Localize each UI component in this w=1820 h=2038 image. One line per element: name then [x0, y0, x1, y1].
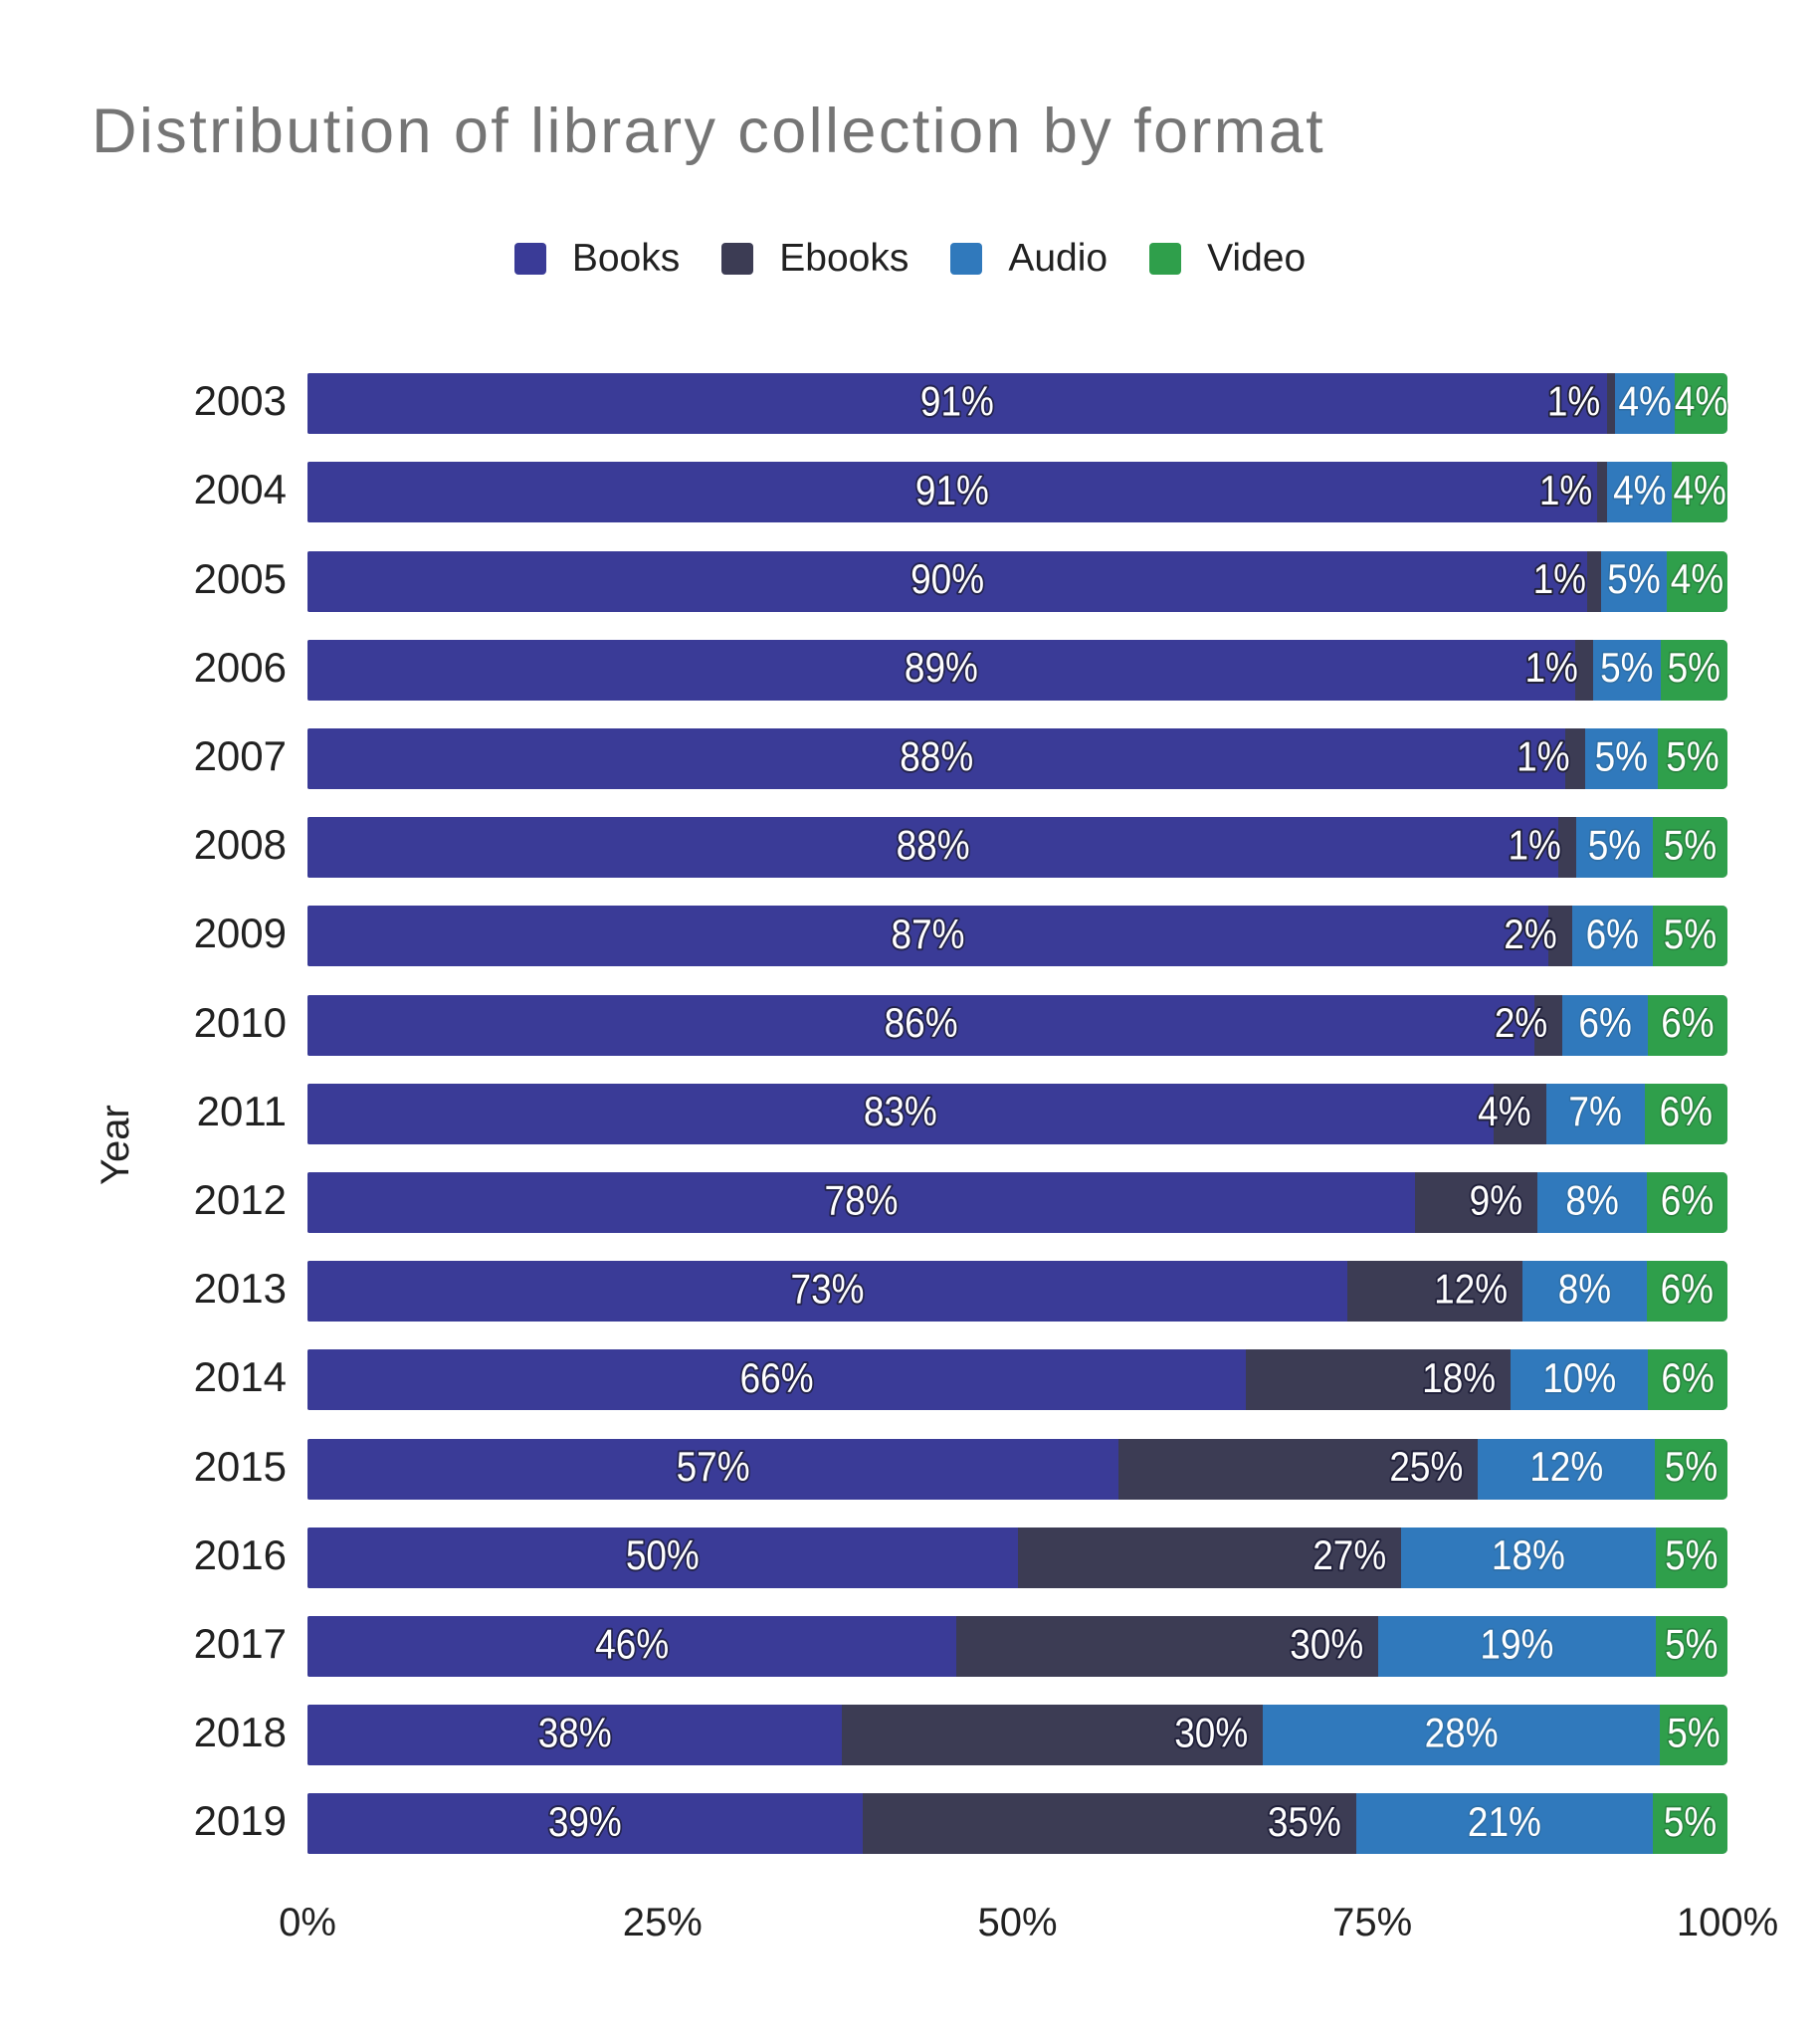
svg-text:10%: 10% — [1542, 1355, 1616, 1402]
svg-text:35%: 35% — [1268, 1799, 1341, 1846]
svg-text:6%: 6% — [1661, 1177, 1714, 1224]
svg-text:30%: 30% — [1290, 1621, 1363, 1668]
svg-text:12%: 12% — [1434, 1266, 1508, 1313]
svg-text:1%: 1% — [1524, 645, 1577, 692]
svg-text:4%: 4% — [1613, 468, 1666, 514]
svg-text:4%: 4% — [1478, 1089, 1530, 1135]
svg-text:5%: 5% — [1664, 1799, 1717, 1846]
svg-text:9%: 9% — [1470, 1177, 1522, 1224]
svg-text:5%: 5% — [1665, 1444, 1718, 1491]
svg-text:83%: 83% — [864, 1089, 937, 1135]
svg-text:91%: 91% — [915, 468, 989, 514]
svg-text:57%: 57% — [677, 1444, 750, 1491]
svg-text:8%: 8% — [1558, 1266, 1611, 1313]
svg-text:39%: 39% — [548, 1799, 622, 1846]
svg-text:5%: 5% — [1665, 1621, 1718, 1668]
svg-text:18%: 18% — [1492, 1532, 1565, 1579]
svg-text:46%: 46% — [595, 1621, 669, 1668]
svg-text:5%: 5% — [1595, 733, 1648, 780]
svg-text:6%: 6% — [1661, 1000, 1714, 1047]
svg-text:4%: 4% — [1675, 378, 1727, 425]
svg-text:5%: 5% — [1588, 822, 1641, 869]
svg-text:6%: 6% — [1660, 1089, 1713, 1135]
svg-text:5%: 5% — [1667, 1710, 1719, 1756]
svg-text:2%: 2% — [1495, 1000, 1547, 1047]
svg-text:5%: 5% — [1668, 645, 1720, 692]
svg-text:38%: 38% — [538, 1710, 612, 1756]
svg-text:1%: 1% — [1539, 468, 1592, 514]
svg-text:87%: 87% — [892, 912, 965, 958]
svg-text:91%: 91% — [920, 378, 994, 425]
svg-text:19%: 19% — [1480, 1621, 1553, 1668]
svg-text:1%: 1% — [1533, 556, 1586, 603]
svg-text:5%: 5% — [1666, 733, 1719, 780]
svg-text:86%: 86% — [885, 1000, 958, 1047]
svg-text:5%: 5% — [1607, 556, 1660, 603]
svg-text:4%: 4% — [1671, 556, 1723, 603]
svg-text:8%: 8% — [1565, 1177, 1618, 1224]
svg-text:30%: 30% — [1174, 1710, 1248, 1756]
svg-text:90%: 90% — [910, 556, 984, 603]
svg-text:6%: 6% — [1661, 1266, 1714, 1313]
svg-text:50%: 50% — [626, 1532, 700, 1579]
svg-text:21%: 21% — [1468, 1799, 1541, 1846]
svg-text:7%: 7% — [1568, 1089, 1621, 1135]
svg-text:73%: 73% — [791, 1266, 865, 1313]
svg-text:25%: 25% — [1389, 1444, 1463, 1491]
svg-text:88%: 88% — [900, 733, 973, 780]
svg-text:1%: 1% — [1508, 822, 1560, 869]
svg-text:1%: 1% — [1517, 733, 1569, 780]
svg-text:89%: 89% — [905, 645, 978, 692]
svg-text:6%: 6% — [1661, 1355, 1714, 1402]
svg-text:4%: 4% — [1673, 468, 1725, 514]
svg-text:18%: 18% — [1422, 1355, 1496, 1402]
svg-text:6%: 6% — [1586, 912, 1639, 958]
svg-text:28%: 28% — [1425, 1710, 1499, 1756]
svg-text:4%: 4% — [1618, 378, 1671, 425]
svg-text:27%: 27% — [1313, 1532, 1386, 1579]
svg-text:66%: 66% — [740, 1355, 814, 1402]
svg-text:88%: 88% — [897, 822, 970, 869]
svg-text:5%: 5% — [1664, 912, 1717, 958]
svg-text:12%: 12% — [1529, 1444, 1603, 1491]
svg-text:5%: 5% — [1665, 1532, 1718, 1579]
svg-text:6%: 6% — [1578, 1000, 1631, 1047]
svg-text:5%: 5% — [1664, 822, 1717, 869]
svg-text:78%: 78% — [825, 1177, 899, 1224]
svg-text:1%: 1% — [1547, 378, 1600, 425]
svg-text:2%: 2% — [1504, 912, 1556, 958]
svg-text:5%: 5% — [1600, 645, 1653, 692]
